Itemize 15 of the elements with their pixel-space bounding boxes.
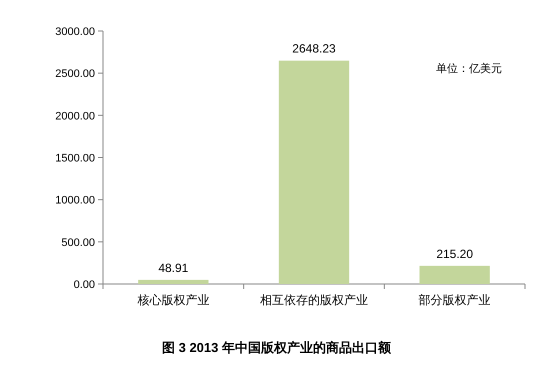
- y-tick-label: 3000.00: [55, 26, 95, 38]
- y-tick-label: 2500.00: [55, 68, 95, 80]
- annotation: 单位：亿美元: [436, 62, 502, 75]
- y-tick-label: 1000.00: [55, 194, 95, 207]
- data-label: 48.91: [158, 260, 189, 275]
- data-label: 215.20: [436, 246, 474, 261]
- y-tick-label: 2000.00: [55, 110, 95, 122]
- y-tick-label: 500.00: [61, 236, 95, 249]
- x-tick-label: 部分版权产业: [418, 293, 491, 307]
- x-tick-label: 相互依存的版权产业: [260, 293, 368, 307]
- x-tick-label: 核心版权产业: [136, 293, 210, 307]
- y-tick-label: 1500.00: [55, 152, 95, 164]
- y-tick-label: 0.00: [74, 279, 95, 291]
- data-label: 2648.23: [292, 42, 336, 56]
- text: 图 3 2013 年中国版权产业的商品出口额: [162, 340, 392, 355]
